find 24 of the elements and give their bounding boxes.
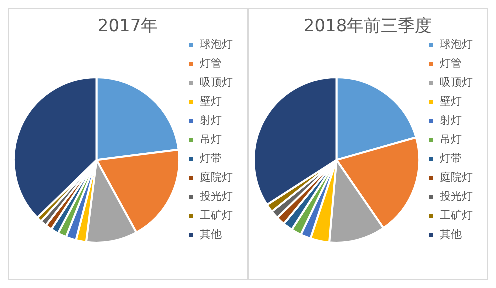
legend-label: 球泡灯 (440, 38, 473, 51)
legend-label: 射灯 (200, 114, 222, 127)
legend-label: 球泡灯 (200, 38, 233, 51)
legend-label: 壁灯 (440, 94, 462, 108)
legend-label: 灯管 (440, 56, 462, 70)
legend-label: 射灯 (440, 114, 462, 127)
legend-label: 吊灯 (440, 132, 462, 146)
legend-label: 灯管 (200, 56, 222, 70)
chart-title: 2018年前三季度 (304, 16, 432, 37)
legend-label: 灯带 (200, 152, 222, 165)
legend-label: 庭院灯 (440, 170, 473, 184)
chart-title: 2017年 (98, 16, 158, 37)
legend-label: 其他 (200, 228, 222, 241)
legend-label: 灯带 (440, 152, 462, 165)
legend-label: 投光灯 (439, 190, 473, 203)
legend-label: 其他 (440, 228, 462, 241)
legend-label: 吸顶灯 (440, 76, 473, 89)
legend-label: 投光灯 (199, 190, 233, 203)
legend-label: 庭院灯 (200, 170, 233, 184)
legend-label: 壁灯 (200, 94, 222, 108)
legend-label: 工矿灯 (440, 208, 473, 222)
legend-label: 吸顶灯 (200, 76, 233, 89)
legend-label: 工矿灯 (200, 208, 233, 222)
legend-label: 吊灯 (200, 132, 222, 146)
